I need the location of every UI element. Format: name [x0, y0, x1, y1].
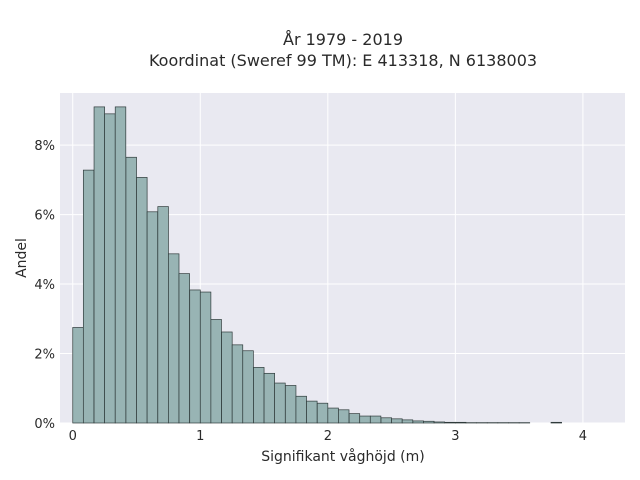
y-axis-label: Andel — [14, 238, 30, 278]
histogram-bar-31 — [401, 419, 414, 424]
histogram-bar-32 — [412, 420, 424, 424]
histogram-bar-3 — [104, 113, 116, 424]
histogram-bar-1 — [82, 169, 95, 424]
histogram-bar-29 — [380, 417, 392, 424]
histogram-bar-8 — [157, 206, 169, 424]
histogram-bar-30 — [391, 418, 403, 424]
histogram-bar-16 — [242, 350, 254, 424]
histogram-bar-25 — [338, 409, 350, 424]
histogram-bar-17 — [253, 367, 265, 424]
x-tick-label-2: 2 — [324, 429, 332, 444]
y-tick-label-2: 4% — [34, 278, 55, 293]
histogram-bar-36 — [455, 421, 467, 424]
y-tick-label-0: 0% — [34, 417, 55, 432]
x-tick-label-0: 0 — [69, 429, 77, 444]
histogram-bar-4 — [114, 106, 127, 424]
histogram-bar-21 — [295, 395, 307, 424]
histogram-bar-18 — [263, 372, 275, 424]
histogram-bar-19 — [274, 382, 286, 424]
histogram-bar-11 — [189, 289, 201, 424]
histogram-bar-22 — [306, 400, 318, 424]
x-axis-ticks: 0 1 2 3 4 — [69, 429, 587, 444]
histogram-bar-15 — [231, 344, 244, 424]
histogram-bar-2 — [93, 106, 105, 424]
x-tick-label-4: 4 — [579, 429, 587, 444]
histogram-bar-34 — [433, 421, 446, 424]
histogram-bar-7 — [146, 211, 159, 424]
histogram-bar-10 — [178, 273, 190, 424]
chart-title-line2: Koordinat (Sweref 99 TM): E 413318, N 61… — [149, 51, 537, 70]
histogram-bar-28 — [369, 415, 382, 424]
histogram-bar-5 — [125, 156, 137, 424]
histogram-bar-33 — [423, 420, 435, 424]
y-tick-label-3: 6% — [34, 209, 55, 224]
histogram-bar-27 — [359, 415, 371, 424]
histogram-bar-6 — [136, 177, 148, 424]
x-tick-label-3: 3 — [451, 429, 459, 444]
x-tick-label-1: 1 — [196, 429, 204, 444]
histogram-bar-0 — [72, 327, 84, 424]
histogram-bar-45 — [550, 421, 562, 424]
histogram-bar-14 — [221, 331, 233, 424]
histogram-bar-12 — [199, 291, 212, 424]
histogram-bar-20 — [285, 385, 297, 424]
x-axis-label: Signifikant våghöjd (m) — [261, 448, 424, 465]
y-tick-label-4: 8% — [34, 139, 55, 154]
histogram-bar-24 — [327, 407, 339, 424]
y-tick-label-1: 2% — [34, 348, 55, 363]
histogram-bars — [72, 106, 562, 424]
histogram-bar-26 — [348, 413, 361, 424]
histogram-bar-23 — [316, 402, 329, 424]
histogram-bar-13 — [210, 319, 222, 424]
chart-title-line1: År 1979 - 2019 — [283, 30, 403, 49]
histogram-bar-9 — [168, 253, 180, 424]
histogram-bar-35 — [444, 421, 456, 424]
y-axis-ticks: 0% 2% 4% 6% 8% — [34, 139, 55, 432]
